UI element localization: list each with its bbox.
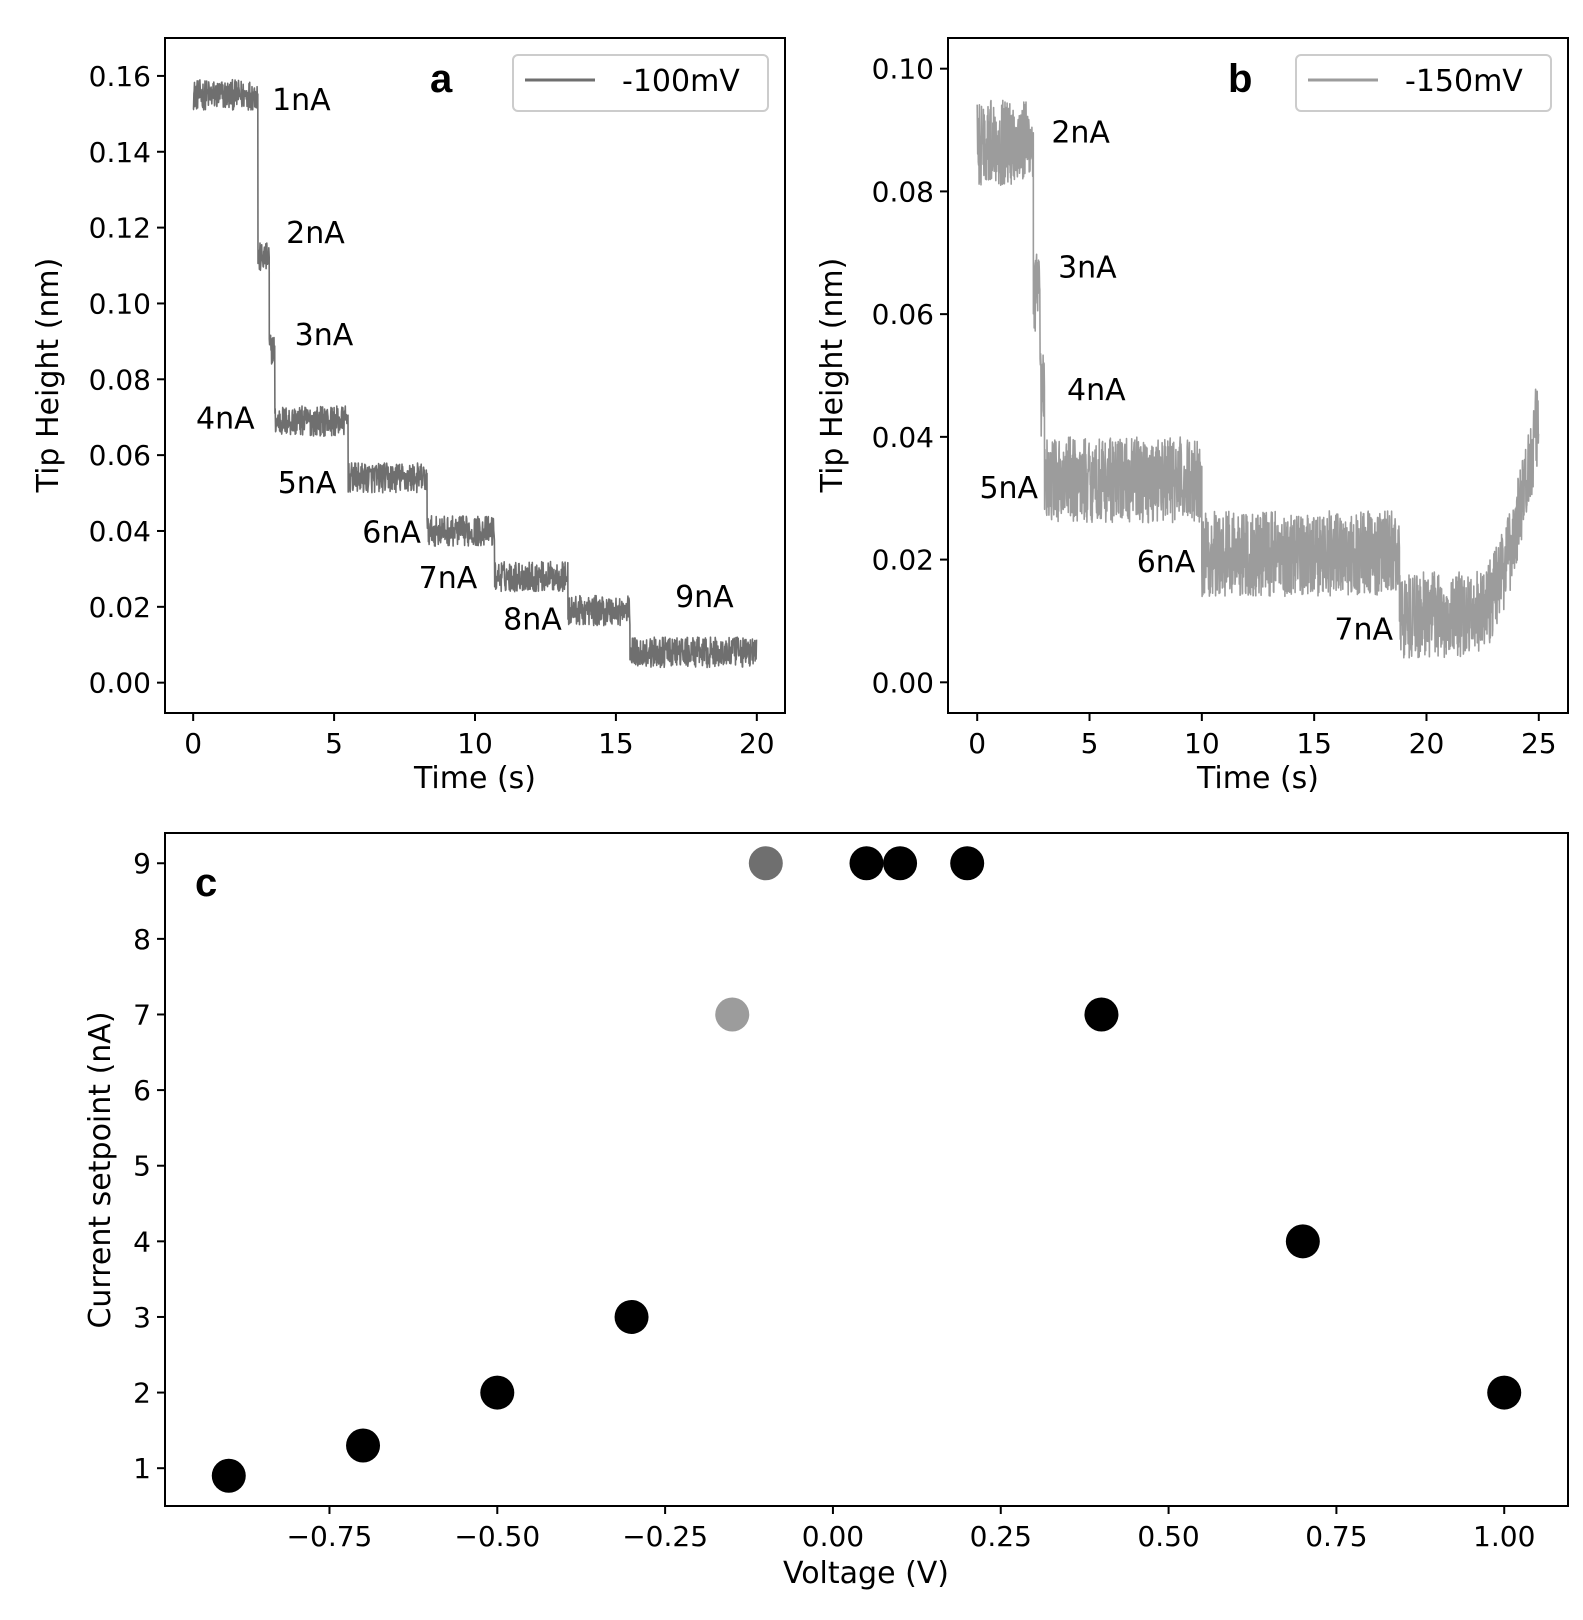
current-step-label: 4nA [1067,373,1126,408]
current-step-label: 7nA [1334,612,1393,647]
y-tick-label: 0.04 [872,421,934,454]
panel-a-chart: 0 5 10 15 20 0.00 0.02 0.04 0.06 0.08 0.10 0.12 0.14… [31,37,786,796]
y-tick-label: 0.00 [89,667,151,700]
y-tick-label: 8 [133,923,151,956]
panel-b-axes-frame [947,37,1569,714]
legend-box [1295,54,1552,112]
data-point [748,846,783,881]
panel-b-plot-area [947,37,1569,714]
x-axis-title: Time (s) [413,761,536,796]
panel-b-letter: b [1228,57,1252,101]
panel-c-chart: −0.75 −0.50 −0.25 0.00 0.25 0.50 0.75 1.00 1 2 3 4 5… [83,832,1569,1591]
data-point [883,846,918,881]
x-tick-label: 0.00 [802,1520,864,1553]
legend-label: -150mV [1405,64,1523,99]
panel-a-letter: a [430,57,453,101]
tip-height-trace [192,78,758,669]
current-step-label: 2nA [1051,115,1110,150]
current-step-label: 6nA [362,515,421,550]
x-tick-label: 0 [968,727,986,760]
x-axis-title: Time (s) [1196,761,1319,796]
x-tick-label: 0 [184,727,202,760]
y-tick-label: 7 [133,998,151,1031]
y-tick-label: 6 [133,1074,151,1107]
data-point [1084,997,1119,1032]
legend-label: -100mV [622,64,740,99]
x-tick-label: 5 [325,727,343,760]
x-tick-label: 0.50 [1137,1520,1199,1553]
current-step-label: 8nA [503,603,562,638]
y-axis-title: Tip Height (nm) [815,258,850,494]
panel-c-plot-area [164,832,1569,1507]
data-point [849,846,884,881]
current-step-label: 5nA [979,471,1038,506]
panel-b-legend: -150mV [1295,54,1552,112]
y-tick-label: 0.00 [872,666,934,699]
x-axis-title: Voltage (V) [783,1556,949,1591]
legend-box [512,54,769,112]
y-tick-label: 0.10 [872,53,934,86]
data-point [480,1375,515,1410]
panel-a-legend: -100mV [512,54,769,112]
x-tick-label: 1.00 [1473,1520,1535,1553]
y-tick-label: 0.12 [89,212,151,245]
y-tick-label: 0.02 [89,591,151,624]
x-tick-label: 15 [1296,727,1332,760]
panel-b-chart: 0 5 10 15 20 25 0.00 0.02 0.04 0.06 0.08 0.10 2nA 3n… [815,37,1569,796]
x-tick-label: 5 [1081,727,1099,760]
x-tick-label: 10 [1184,727,1220,760]
panel-c-axes-frame [164,832,1569,1507]
current-step-label: 9nA [675,580,734,615]
x-tick-label: 0.75 [1305,1520,1367,1553]
current-step-label: 3nA [295,318,354,353]
current-step-label: 2nA [286,216,345,251]
x-tick-label: −0.50 [454,1520,540,1553]
current-step-label: 5nA [278,466,337,501]
data-point [346,1428,381,1463]
current-step-label: 4nA [196,402,255,437]
x-tick-label: 25 [1521,727,1557,760]
current-step-label: 6nA [1137,545,1196,580]
tip-height-trace [976,99,1540,659]
panel-c-letter: c [195,861,217,905]
y-tick-label: 9 [133,847,151,880]
y-tick-label: 0.16 [89,60,151,93]
x-tick-label: 15 [598,727,634,760]
y-tick-label: 0.06 [872,298,934,331]
y-tick-label: 0.02 [872,544,934,577]
data-point [614,1299,649,1334]
y-tick-label: 0.14 [89,136,151,169]
x-tick-label: −0.75 [287,1520,373,1553]
x-tick-label: 10 [457,727,493,760]
x-tick-label: 0.25 [970,1520,1032,1553]
y-tick-label: 2 [133,1377,151,1410]
y-tick-label: 0.08 [89,363,151,396]
data-point [950,846,985,881]
y-axis-title: Current setpoint (nA) [83,1011,118,1328]
y-tick-label: 0.06 [89,439,151,472]
data-point [715,997,750,1032]
y-tick-label: 0.10 [89,287,151,320]
y-tick-label: 5 [133,1150,151,1183]
current-step-label: 1nA [272,83,331,118]
current-step-label: 3nA [1058,250,1117,285]
y-tick-label: 3 [133,1301,151,1334]
y-tick-label: 0.08 [872,175,934,208]
y-tick-label: 1 [133,1452,151,1485]
y-axis-title: Tip Height (nm) [31,258,66,494]
y-tick-label: 4 [133,1225,151,1258]
data-point [1487,1375,1522,1410]
current-step-label: 7nA [419,561,478,596]
x-tick-label: 20 [1409,727,1445,760]
y-tick-label: 0.04 [89,515,151,548]
data-point [211,1458,246,1493]
x-tick-label: 20 [739,727,775,760]
data-point [1285,1224,1320,1259]
x-tick-label: −0.25 [622,1520,708,1553]
